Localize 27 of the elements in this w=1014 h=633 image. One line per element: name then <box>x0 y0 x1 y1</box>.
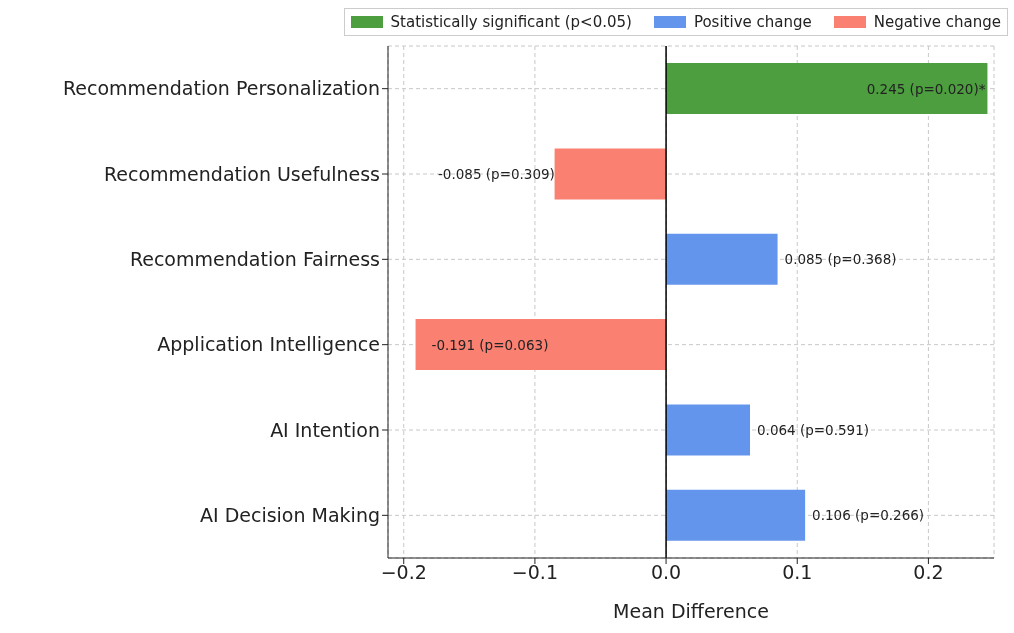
x-tick-label: 0.2 <box>913 561 944 584</box>
y-tick-label: Recommendation Usefulness <box>103 162 380 185</box>
data-label: 0.245 (p=0.020)* <box>866 80 986 97</box>
y-tick-label: AI Decision Making <box>200 504 380 527</box>
bar <box>666 63 988 115</box>
legend-label: Positive change <box>692 13 812 31</box>
data-label: -0.085 (p=0.309) <box>437 165 555 182</box>
data-label: -0.191 (p=0.063) <box>431 336 549 353</box>
bar <box>554 148 667 200</box>
bar <box>666 489 806 541</box>
x-tick-label: −0.1 <box>511 561 558 584</box>
bar <box>415 319 667 371</box>
legend-label: Negative change <box>872 13 1001 31</box>
y-tick-label: Recommendation Personalization <box>62 77 380 100</box>
x-tick-label: 0.1 <box>782 561 813 584</box>
y-tick-label: Recommendation Fairness <box>129 248 380 271</box>
y-tick-label: AI Intention <box>270 418 380 441</box>
legend-label: Statistically significant (p<0.05) <box>389 13 632 31</box>
bar <box>666 233 778 285</box>
y-tick-label: Application Intelligence <box>157 333 380 356</box>
data-label: 0.064 (p=0.591) <box>757 421 870 438</box>
data-label: 0.085 (p=0.368) <box>784 251 897 268</box>
data-label: 0.106 (p=0.266) <box>812 507 925 524</box>
x-tick-label: −0.2 <box>380 561 427 584</box>
x-tick-label: 0.0 <box>650 561 682 584</box>
x-axis-title: Mean Difference <box>613 600 769 622</box>
bar <box>666 404 751 456</box>
